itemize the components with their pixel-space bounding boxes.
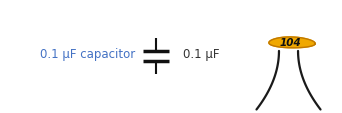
- Text: 0.1 μF capacitor: 0.1 μF capacitor: [40, 48, 135, 61]
- Text: 104: 104: [280, 38, 302, 48]
- Text: 0.1 μF: 0.1 μF: [183, 48, 220, 61]
- Polygon shape: [269, 38, 315, 48]
